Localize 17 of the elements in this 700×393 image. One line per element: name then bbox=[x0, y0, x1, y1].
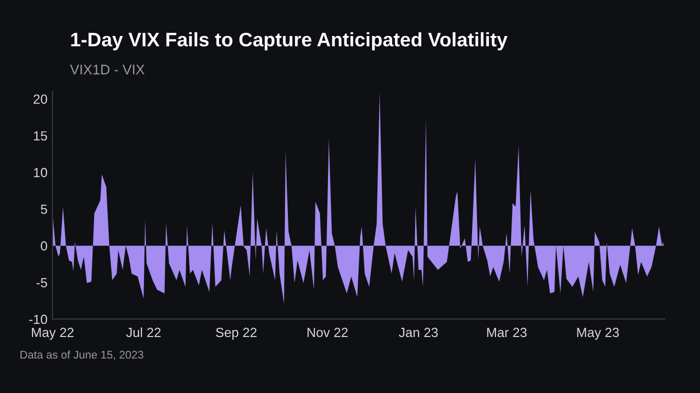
y-tick-label: 15 bbox=[34, 131, 48, 141]
y-tick-label: 5 bbox=[40, 204, 48, 214]
chart-subtitle: VIX1D - VIX bbox=[70, 64, 145, 74]
x-tick-label: Jan 23 bbox=[398, 328, 438, 338]
x-tick-label: May 23 bbox=[577, 328, 619, 340]
y-tick-label: 0 bbox=[40, 241, 48, 251]
y-tick-label: -10 bbox=[29, 314, 48, 324]
y-tick-label: 10 bbox=[34, 168, 48, 178]
x-tick-label: Mar 23 bbox=[487, 328, 527, 338]
y-tick-label: 20 bbox=[34, 94, 48, 104]
chart-title: 1-Day VIX Fails to Capture Anticipated Volatility bbox=[71, 32, 508, 50]
text: Data as of June 15, 2023 bbox=[20, 350, 144, 360]
x-tick-label: Sep 22 bbox=[216, 328, 256, 340]
y-tick-label: -5 bbox=[36, 278, 48, 288]
x-tick-label: May 22 bbox=[32, 328, 74, 340]
x-tick-label: Nov 22 bbox=[308, 328, 348, 338]
x-tick-label: Jul 22 bbox=[126, 327, 161, 338]
